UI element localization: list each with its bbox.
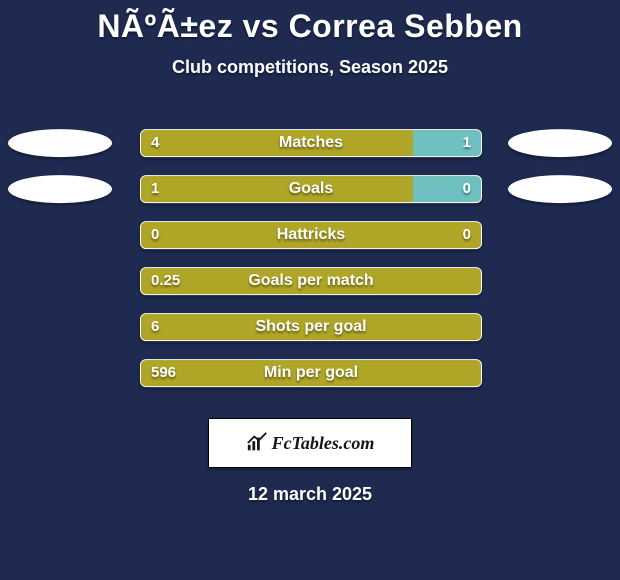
stat-value-left: 0.25 xyxy=(141,268,190,294)
stat-bar: 41Matches xyxy=(140,129,482,157)
date-text: 12 march 2025 xyxy=(0,484,620,505)
stat-bar: 00Hattricks xyxy=(140,221,482,249)
stat-bar-left xyxy=(141,360,481,386)
stat-value-left: 1 xyxy=(141,176,169,202)
stat-bar-left xyxy=(141,130,413,156)
stat-bar: 596Min per goal xyxy=(140,359,482,387)
player-avatar-right xyxy=(508,175,612,203)
stats-list: 41Matches10Goals00Hattricks0.25Goals per… xyxy=(0,124,620,400)
stat-bar-left xyxy=(141,268,481,294)
player-avatar-right xyxy=(508,129,612,157)
stat-row: 6Shots per goal xyxy=(0,308,620,354)
stat-row: 41Matches xyxy=(0,124,620,170)
page-title: NÃºÃ±ez vs Correa Sebben xyxy=(0,8,620,45)
player-avatar-left xyxy=(8,175,112,203)
stat-row: 10Goals xyxy=(0,170,620,216)
stat-value-left: 4 xyxy=(141,130,169,156)
stat-value-right: 0 xyxy=(453,176,481,202)
logo-text: FcTables.com xyxy=(272,433,375,454)
stat-bar: 0.25Goals per match xyxy=(140,267,482,295)
stat-bar-left xyxy=(141,176,413,202)
stat-row: 596Min per goal xyxy=(0,354,620,400)
stat-bar-left xyxy=(141,314,481,340)
stat-row: 0.25Goals per match xyxy=(0,262,620,308)
logo-box: FcTables.com xyxy=(208,418,412,468)
chart-icon xyxy=(246,432,268,454)
stat-value-left: 0 xyxy=(141,222,169,248)
stat-value-left: 6 xyxy=(141,314,169,340)
stat-bar-left xyxy=(141,222,481,248)
stat-value-right: 1 xyxy=(453,130,481,156)
player-avatar-left xyxy=(8,129,112,157)
comparison-infographic: NÃºÃ±ez vs Correa Sebben Club competitio… xyxy=(0,8,620,505)
stat-row: 00Hattricks xyxy=(0,216,620,262)
stat-value-left: 596 xyxy=(141,360,186,386)
stat-bar: 10Goals xyxy=(140,175,482,203)
subtitle: Club competitions, Season 2025 xyxy=(0,57,620,78)
stat-bar: 6Shots per goal xyxy=(140,313,482,341)
stat-value-right: 0 xyxy=(453,222,481,248)
